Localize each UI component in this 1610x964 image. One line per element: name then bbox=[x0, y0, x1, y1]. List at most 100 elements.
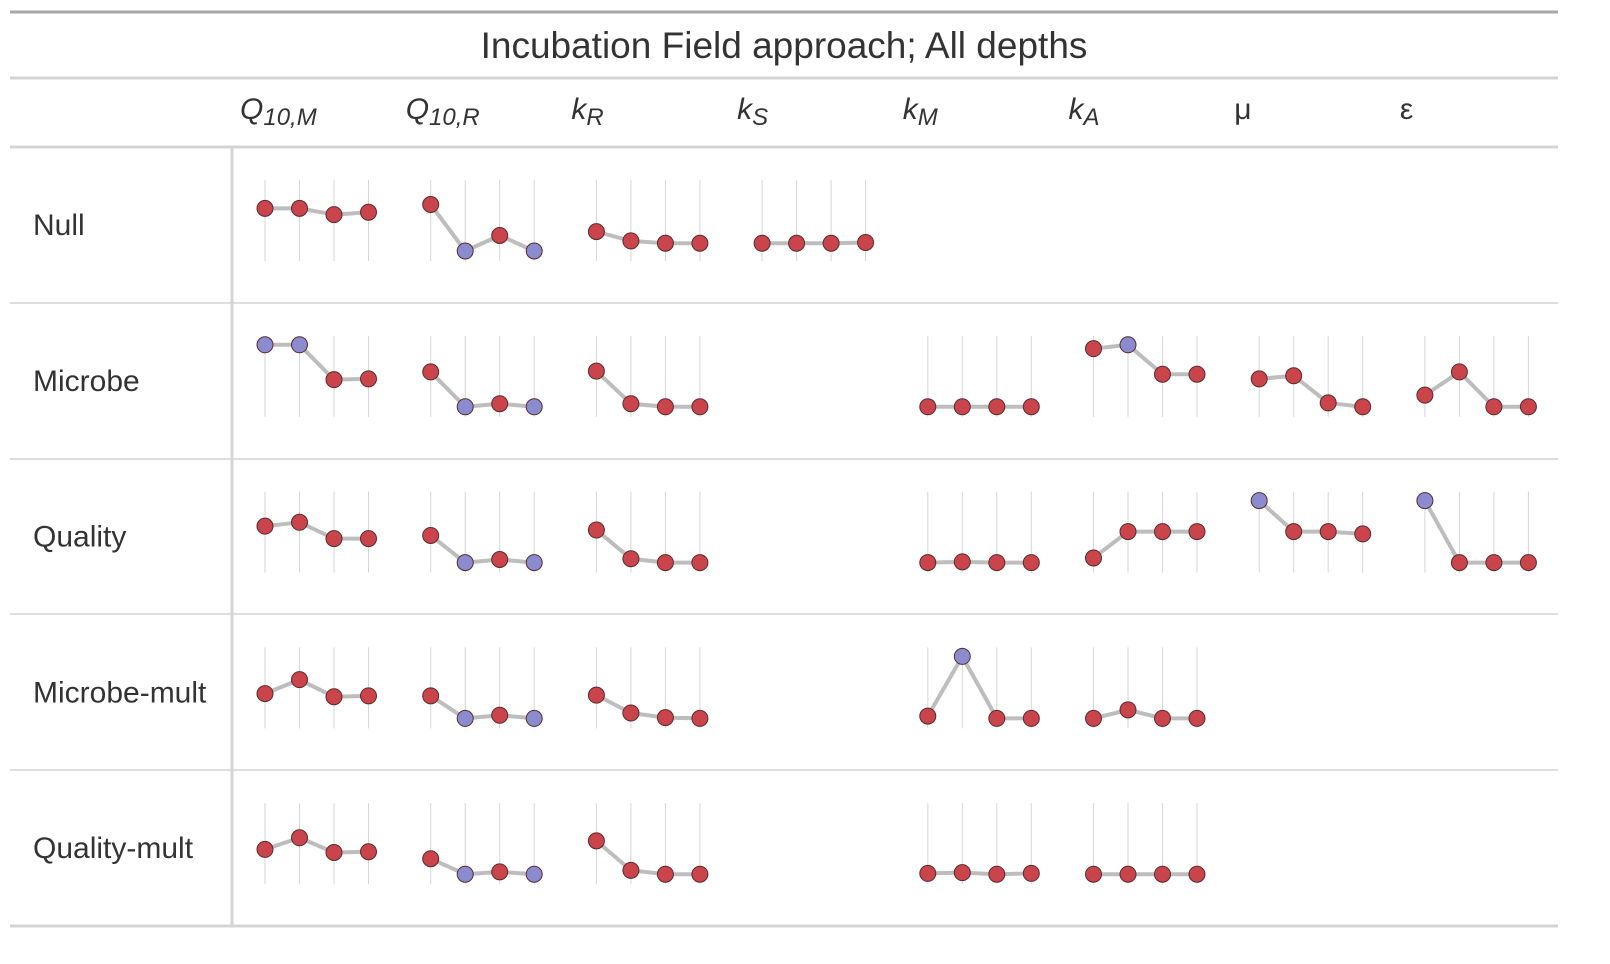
sparkline-point bbox=[422, 850, 440, 868]
sparkline-point bbox=[988, 709, 1006, 727]
row-label: Microbe bbox=[33, 365, 140, 398]
column-header-eps: ε bbox=[1400, 93, 1413, 126]
sparkline-path bbox=[925, 870, 1034, 877]
sparkline-point bbox=[691, 398, 709, 416]
sparkline-Q10M bbox=[256, 180, 377, 261]
sparkline-point bbox=[1485, 554, 1503, 572]
sparkline-path bbox=[594, 528, 702, 565]
sparkline-point bbox=[691, 865, 709, 883]
sparkline-Q10M bbox=[256, 335, 377, 417]
sparkline-point bbox=[360, 843, 377, 861]
sparkline-path bbox=[263, 677, 371, 699]
sparkline-point bbox=[1188, 365, 1206, 383]
sparkline-point bbox=[256, 840, 274, 858]
sparkline-point bbox=[422, 363, 440, 381]
sparkline-point bbox=[1085, 865, 1102, 883]
sparkline-point bbox=[256, 517, 274, 535]
sparkline-point bbox=[587, 223, 605, 241]
sparkline-point bbox=[456, 865, 474, 883]
sparkline-point bbox=[291, 513, 308, 531]
sparkline-point bbox=[953, 553, 971, 571]
sparkline-point bbox=[456, 554, 474, 572]
sparkline-kM bbox=[919, 647, 1040, 729]
sparkline-point bbox=[256, 685, 274, 703]
sparkline-path bbox=[428, 369, 537, 409]
sparkline-point bbox=[1154, 865, 1171, 883]
sparkline-kM bbox=[919, 491, 1040, 573]
sparkline-point bbox=[587, 686, 605, 704]
column-header-Q10R: Q10,R bbox=[406, 93, 480, 131]
sparkline-point bbox=[1119, 865, 1137, 883]
sparkline-point bbox=[656, 709, 674, 727]
sparkline-point bbox=[491, 227, 509, 244]
sparkline-point bbox=[753, 234, 771, 252]
sparkline-kM bbox=[919, 803, 1040, 885]
sparkline-point bbox=[1416, 492, 1434, 510]
sparkline-point bbox=[1154, 523, 1171, 541]
sparkline-path bbox=[594, 369, 702, 409]
sparkline-point bbox=[1119, 523, 1137, 541]
sparkline-point bbox=[456, 709, 474, 727]
sparkline-path bbox=[760, 240, 868, 246]
sparkline-point bbox=[525, 865, 543, 883]
sparkline-point bbox=[525, 709, 543, 727]
sparkline-point bbox=[1188, 523, 1206, 541]
sparkline-path bbox=[594, 838, 702, 877]
sparkline-point bbox=[1485, 398, 1503, 416]
sparkline-point bbox=[1085, 709, 1102, 727]
column-header-kR: kR bbox=[571, 93, 603, 131]
sparkline-point bbox=[691, 234, 709, 252]
sparkline-cells bbox=[256, 180, 1537, 885]
sparkline-point bbox=[1085, 549, 1102, 567]
sparkline-point bbox=[1188, 709, 1206, 727]
sparkline-point bbox=[291, 829, 308, 847]
column-header-kA: kA bbox=[1069, 93, 1100, 131]
sparkline-point bbox=[422, 196, 440, 213]
sparkline-point bbox=[360, 370, 377, 388]
sparkline-path bbox=[263, 835, 371, 855]
sparkline-kR bbox=[587, 180, 709, 261]
sparkline-point bbox=[691, 554, 709, 572]
sparkline-path bbox=[925, 559, 1034, 565]
sparkline-point bbox=[622, 704, 640, 722]
sparkline-eps bbox=[1416, 335, 1537, 417]
sparkline-eps bbox=[1416, 491, 1537, 573]
sparkline-point bbox=[988, 398, 1006, 416]
sparkline-point bbox=[291, 336, 308, 354]
column-headers: Q10,M Q10,R kR kS kM kA μ ε bbox=[240, 93, 1413, 131]
sparkline-Q10R bbox=[422, 803, 543, 885]
sparkline-point bbox=[1022, 864, 1040, 882]
sparkline-kA bbox=[1085, 647, 1206, 729]
sparkline-point bbox=[656, 865, 674, 883]
sparkline-point bbox=[622, 861, 640, 879]
sparkline-point bbox=[1354, 398, 1372, 416]
sparkline-point bbox=[953, 647, 971, 665]
sparkline-path bbox=[428, 202, 537, 253]
sparkline-point bbox=[1285, 523, 1303, 541]
sparkline-point bbox=[788, 234, 806, 252]
sparkline-point bbox=[456, 242, 474, 260]
row-label: Quality bbox=[33, 521, 126, 554]
sparkline-point bbox=[1119, 336, 1137, 354]
sparkline-point bbox=[988, 554, 1006, 572]
sparkline-point bbox=[1250, 492, 1268, 510]
row-label: Quality-mult bbox=[33, 832, 194, 865]
sparkline-kA bbox=[1085, 491, 1206, 573]
sparkline-Q10M bbox=[256, 803, 377, 885]
sparkline-point bbox=[587, 362, 605, 380]
sparkline-point bbox=[587, 832, 605, 850]
sparkline-point bbox=[1154, 709, 1171, 727]
sparkline-point bbox=[325, 371, 343, 389]
sparkline-point bbox=[1085, 340, 1102, 358]
sparkline-kS bbox=[753, 180, 875, 261]
sparkline-path bbox=[1257, 498, 1365, 536]
sparkline-point bbox=[622, 395, 640, 413]
sparkline-path bbox=[1091, 707, 1199, 721]
column-header-kS: kS bbox=[737, 93, 768, 131]
sparkline-point bbox=[360, 203, 377, 221]
table-title: Incubation Field approach; All depths bbox=[481, 25, 1088, 66]
row-label: Microbe-mult bbox=[33, 676, 207, 709]
sparkline-point bbox=[291, 199, 308, 217]
sparkline-point bbox=[1119, 701, 1137, 719]
